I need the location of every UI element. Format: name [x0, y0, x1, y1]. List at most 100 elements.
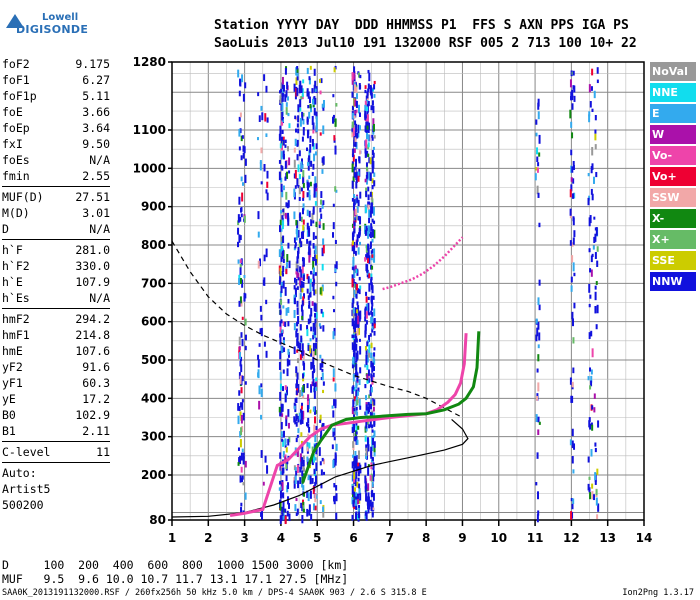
echo-point	[278, 361, 281, 370]
echo-point	[597, 503, 600, 512]
echo-point	[590, 255, 593, 263]
echo-point	[296, 448, 299, 457]
echo-point	[266, 181, 269, 188]
echo-point	[590, 86, 593, 91]
echo-point	[367, 373, 370, 380]
echo-point	[365, 264, 368, 272]
echo-point	[299, 417, 302, 425]
echo-point	[297, 415, 300, 423]
echo-point	[334, 383, 337, 392]
echo-point	[315, 312, 318, 319]
echo-point	[299, 477, 302, 484]
echo-point	[369, 86, 372, 95]
echo-point	[366, 114, 369, 123]
echo-point	[315, 387, 318, 391]
echo-point	[279, 219, 282, 226]
x-tick-label: 7	[386, 531, 394, 545]
echo-point	[308, 246, 311, 255]
echo-point	[359, 492, 362, 501]
echo-point	[373, 330, 376, 336]
param-value: 107.9	[75, 275, 110, 289]
echo-point	[353, 361, 356, 367]
echo-point	[537, 354, 540, 362]
y-tick-label: 900	[141, 200, 166, 214]
echo-point	[358, 379, 361, 386]
echo-point	[295, 261, 298, 270]
echo-point	[299, 99, 302, 108]
legend-entry-vo: Vo-	[650, 146, 696, 165]
echo-point	[281, 76, 284, 85]
echo-point	[302, 219, 305, 225]
echo-point	[315, 425, 318, 431]
echo-point	[311, 115, 314, 125]
echo-point	[351, 153, 354, 158]
echo-point	[593, 393, 596, 399]
echo-point	[537, 382, 540, 392]
echo-point	[295, 512, 298, 517]
echo-point	[370, 412, 373, 418]
echo-point	[306, 328, 309, 337]
echo-point	[535, 167, 538, 171]
echo-point	[571, 440, 574, 449]
echo-point	[313, 368, 316, 372]
echo-point	[315, 495, 318, 499]
echo-point	[352, 203, 355, 211]
echo-point	[279, 464, 282, 471]
echo-point	[314, 176, 317, 185]
echo-point	[353, 407, 356, 412]
echo-point	[296, 139, 299, 146]
echo-point	[310, 307, 313, 317]
echo-point	[368, 349, 371, 358]
echo-point	[306, 442, 309, 451]
echo-point	[237, 220, 240, 226]
echo-point	[307, 105, 310, 109]
echo-point	[588, 248, 591, 253]
echo-point	[242, 456, 245, 465]
echo-point	[352, 454, 355, 458]
echo-point	[352, 344, 355, 353]
echo-point	[306, 209, 309, 216]
echo-point	[299, 117, 302, 127]
echo-point	[371, 137, 374, 141]
echo-point	[594, 442, 597, 447]
echo-point	[296, 332, 299, 341]
param-value: 11	[96, 445, 110, 459]
echo-point	[590, 269, 593, 277]
echo-point	[356, 396, 359, 400]
echo-point	[351, 78, 354, 85]
param-name: hmE	[2, 344, 23, 358]
echo-point	[238, 128, 241, 137]
echo-point	[294, 244, 297, 249]
legend-entry-nnw: NNW	[650, 272, 696, 291]
param-name: yF1	[2, 376, 23, 390]
echo-point	[373, 135, 376, 139]
echo-point	[281, 509, 284, 514]
y-tick-label: 400	[141, 391, 166, 405]
echo-point	[335, 443, 338, 451]
echo-point	[240, 402, 243, 408]
echo-point	[314, 254, 317, 262]
echo-point	[368, 217, 371, 224]
echo-point	[297, 341, 300, 349]
echo-point	[594, 233, 597, 242]
echo-point	[572, 469, 575, 474]
echo-point	[284, 144, 287, 148]
echo-point	[308, 78, 311, 85]
echo-point	[369, 403, 372, 410]
legend-entry-x: X-	[650, 209, 696, 228]
muf-row: MUF 9.5 9.6 10.0 10.7 11.7 13.1 17.1 27.…	[2, 572, 349, 586]
echo-point	[370, 273, 373, 279]
echo-point	[356, 301, 359, 306]
echo-point	[353, 148, 356, 153]
echo-point	[351, 461, 354, 469]
echo-point	[358, 338, 361, 342]
echo-point	[302, 170, 305, 178]
echo-point	[364, 104, 367, 111]
echo-point	[315, 116, 318, 124]
echo-point	[288, 359, 291, 366]
echo-point	[371, 442, 374, 452]
echo-point	[287, 438, 290, 446]
echo-point	[285, 191, 288, 200]
echo-point	[352, 467, 355, 474]
echo-point	[591, 491, 594, 500]
